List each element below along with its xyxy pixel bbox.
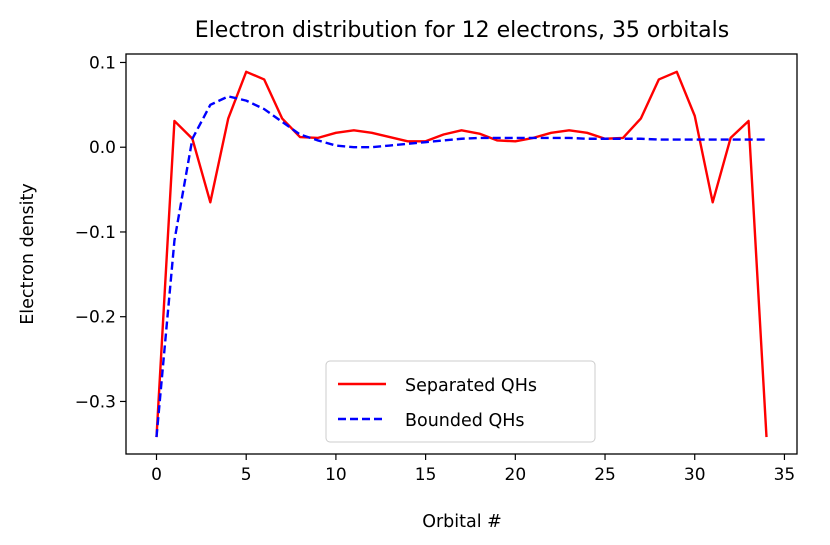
y-tick-label: 0.0 — [89, 138, 116, 158]
x-axis-label: Orbital # — [422, 512, 502, 532]
y-tick-label: −0.3 — [75, 392, 116, 412]
plot-area: 0 5 10 15 20 25 30 35 −0.3 −0.2 −0.1 0.0 0.1 — [75, 53, 798, 485]
legend-box — [325, 360, 596, 443]
y-tick-label: −0.2 — [75, 308, 116, 328]
x-tick-label: 5 — [241, 465, 252, 485]
x-axis: 0 5 10 15 20 25 30 35 — [151, 454, 795, 485]
x-tick-label: 25 — [594, 465, 616, 485]
series-line-separated-qhs — [155, 70, 768, 438]
series-layer — [155, 70, 768, 438]
y-tick-label: 0.1 — [89, 53, 116, 73]
legend-label-separated-qhs: Separated QHs — [405, 376, 537, 396]
y-tick-label: −0.1 — [75, 223, 116, 243]
axes-frame — [125, 53, 798, 455]
x-tick-label: 0 — [151, 465, 162, 485]
chart-title: Electron distribution for 12 electrons, … — [195, 18, 729, 43]
y-axis: −0.3 −0.2 −0.1 0.0 0.1 — [75, 53, 126, 412]
x-tick-label: 30 — [684, 465, 706, 485]
legend: Separated QHs Bounded QHs — [325, 360, 596, 443]
x-tick-label: 35 — [774, 465, 796, 485]
legend-label-bounded-qhs: Bounded QHs — [405, 411, 525, 431]
y-axis-label: Electron density — [18, 183, 38, 325]
series-line-bounded-qhs — [155, 95, 767, 438]
x-tick-label: 20 — [505, 465, 527, 485]
x-tick-label: 10 — [325, 465, 347, 485]
x-tick-label: 15 — [415, 465, 437, 485]
